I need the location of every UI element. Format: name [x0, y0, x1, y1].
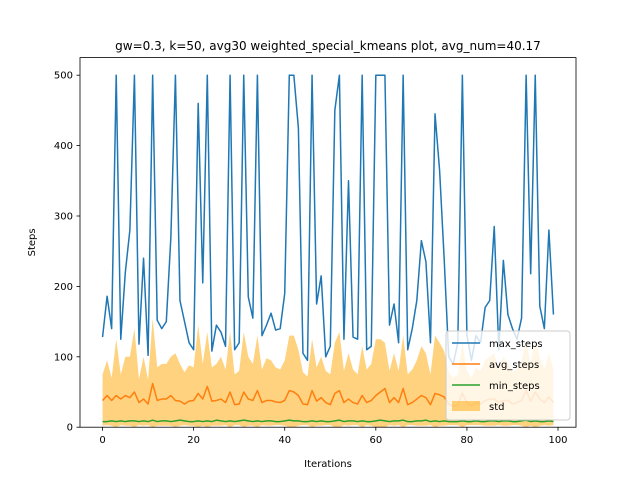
legend-label-avg-steps: avg_steps — [489, 360, 539, 371]
x-tick-label: 20 — [187, 435, 200, 446]
x-tick-label: 0 — [99, 435, 105, 446]
y-tick-label: 100 — [54, 352, 73, 363]
y-tick-label: 0 — [67, 423, 73, 434]
legend-label-max-steps: max_steps — [489, 339, 543, 350]
legend-swatch-std — [452, 401, 480, 411]
y-axis-label: Steps — [27, 228, 38, 256]
legend-box — [445, 330, 571, 421]
x-axis-ticks: 0 20 40 60 80 100 — [99, 427, 568, 446]
x-tick-label: 40 — [278, 435, 291, 446]
x-tick-label: 80 — [461, 435, 474, 446]
x-tick-label: 100 — [548, 435, 567, 446]
legend: max_steps avg_steps min_steps std — [445, 330, 571, 421]
legend-label-min-steps: min_steps — [489, 381, 540, 392]
x-tick-label: 60 — [369, 435, 382, 446]
y-tick-label: 200 — [54, 282, 73, 293]
y-tick-label: 300 — [54, 212, 73, 223]
chart-title: gw=0.3, k=50, avg30 weighted_special_kme… — [115, 39, 541, 53]
y-tick-label: 400 — [54, 141, 73, 152]
axes-frame — [79, 57, 577, 428]
y-tick-label: 500 — [54, 71, 73, 82]
y-axis-ticks: 0 100 200 300 400 500 — [54, 71, 80, 434]
legend-label-std: std — [489, 402, 504, 413]
min-steps-line — [102, 419, 554, 423]
x-axis-label: Iterations — [304, 459, 352, 470]
